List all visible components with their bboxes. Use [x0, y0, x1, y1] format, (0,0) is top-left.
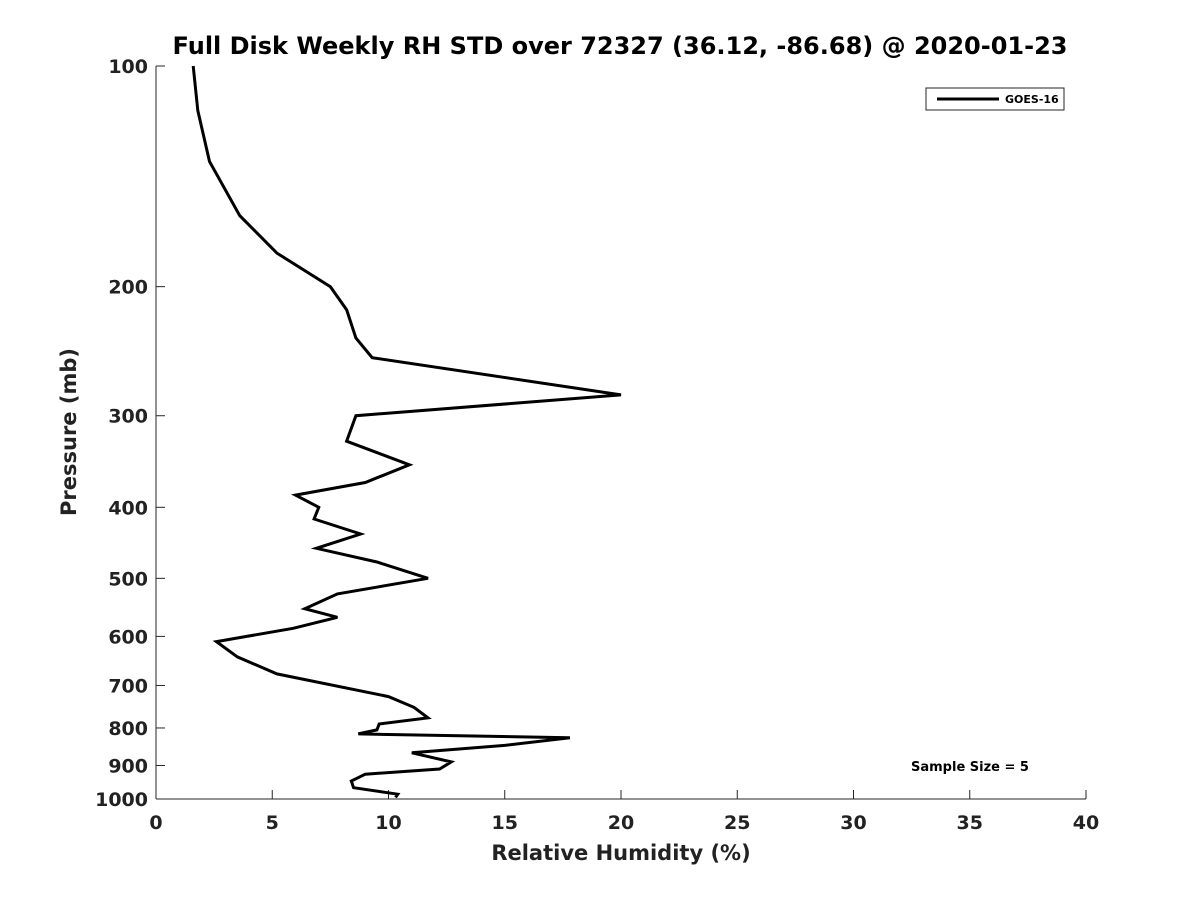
y-tick-label: 100 [108, 56, 148, 78]
x-axis-label: Relative Humidity (%) [491, 841, 750, 865]
data-layer [191, 65, 622, 799]
y-tick-label: 600 [108, 626, 148, 648]
y-tick-label: 200 [108, 277, 148, 299]
y-axis-label: Pressure (mb) [57, 348, 81, 516]
x-tick-label: 10 [375, 812, 401, 834]
chart-title: Full Disk Weekly RH STD over 72327 (36.1… [173, 32, 1068, 60]
y-tick-label: 700 [108, 675, 148, 697]
x-tick-label: 25 [724, 812, 750, 834]
x-tick-label: 30 [840, 812, 866, 834]
sample-size-annotation: Sample Size = 5 [911, 760, 1029, 775]
axis-ticks: 0 5 10 15 20 25 30 35 40 100 200 300 400 500 600 700 800… [95, 56, 1099, 834]
x-tick-label: 5 [266, 812, 279, 834]
x-tick-label: 20 [608, 812, 634, 834]
y-tick-label: 900 [108, 755, 148, 777]
legend: GOES-16 [925, 87, 1065, 111]
y-tick-label: 400 [108, 497, 148, 519]
y-tick-label: 300 [108, 406, 148, 428]
y-tick-label: 800 [108, 718, 148, 740]
y-tick-label: 1000 [95, 789, 148, 811]
x-tick-label: 35 [957, 812, 983, 834]
x-tick-label: 15 [492, 812, 518, 834]
legend-label: GOES-16 [1005, 93, 1059, 106]
y-tick-label: 500 [108, 568, 148, 590]
x-tick-label: 40 [1073, 812, 1099, 834]
x-tick-label: 0 [149, 812, 162, 834]
plot-area [156, 66, 1086, 799]
series-line-goes-16 [191, 65, 622, 799]
